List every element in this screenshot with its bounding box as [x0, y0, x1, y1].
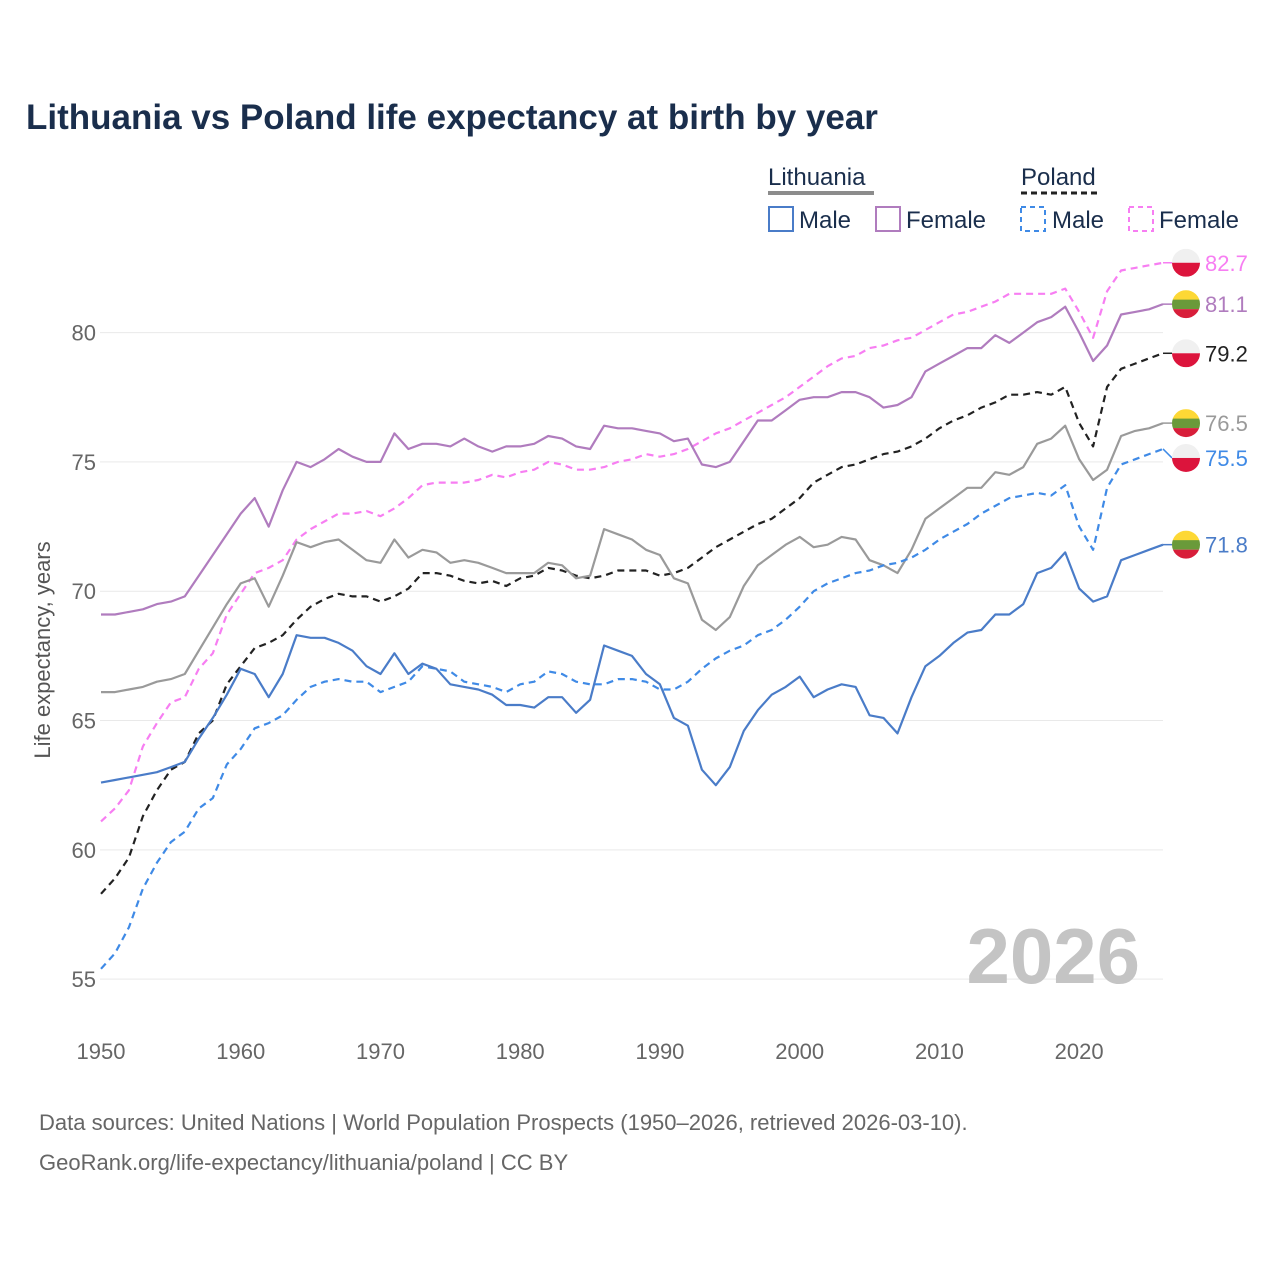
- legend-label-lithuania-male: Male: [799, 207, 851, 234]
- flag-stripe-red: [1172, 428, 1200, 438]
- gridlines: [100, 332, 1163, 980]
- end-value-label: 75.5: [1205, 446, 1248, 471]
- flag-stripe-white: [1172, 248, 1200, 263]
- series-line-poland-total: [100, 352, 1164, 895]
- chart-title: Lithuania vs Poland life expectancy at b…: [26, 98, 878, 137]
- y-tick-label: 80: [72, 321, 96, 346]
- poland-flag-icon: [1172, 339, 1200, 368]
- end-connector: [1162, 448, 1173, 459]
- source-line-1: Data sources: United Nations | World Pop…: [39, 1110, 968, 1135]
- poland-flag-icon: [1172, 443, 1200, 472]
- poland-flag-icon: [1172, 248, 1200, 277]
- end-labels: 82.7 81.1 79.2 76.5 75.5 71.8: [1162, 248, 1248, 559]
- y-tick-label: 55: [72, 967, 96, 992]
- legend-swatch-poland-female: [1128, 206, 1154, 232]
- y-axis-ticks: 55 60 65 70 75 80: [72, 321, 96, 993]
- series-line-lithuania-female: [101, 303, 1164, 616]
- x-tick-label: 2000: [775, 1039, 824, 1064]
- series-line-poland-male: [100, 447, 1164, 970]
- flag-stripe-red: [1172, 309, 1200, 319]
- flag-stripe-green: [1172, 418, 1200, 429]
- legend-label-lithuania-female: Female: [906, 207, 986, 234]
- flag-stripe-red: [1172, 549, 1200, 559]
- flag-stripe-red: [1172, 353, 1200, 368]
- x-tick-label: 2010: [915, 1039, 964, 1064]
- lithuania-flag-icon: [1172, 530, 1200, 559]
- legend: Lithuania Poland Male Female Male Female: [768, 164, 1239, 234]
- flag-stripe-red: [1172, 262, 1200, 277]
- y-tick-label: 60: [72, 838, 96, 863]
- lithuania-flag-icon: [1172, 409, 1200, 438]
- x-tick-label: 1990: [635, 1039, 684, 1064]
- flag-stripe-yellow: [1172, 409, 1200, 420]
- flag-stripe-yellow: [1172, 530, 1200, 541]
- end-value-label: 82.7: [1205, 251, 1248, 276]
- lithuania-flag-icon: [1172, 290, 1200, 319]
- x-tick-label: 2020: [1055, 1039, 1104, 1064]
- series-lines: [100, 261, 1164, 970]
- legend-label-poland-male: Male: [1052, 207, 1104, 234]
- end-value-label: 71.8: [1205, 533, 1248, 558]
- x-tick-label: 1970: [356, 1039, 405, 1064]
- flag-stripe-red: [1172, 457, 1200, 472]
- x-tick-label: 1950: [77, 1039, 126, 1064]
- legend-swatch-lithuania-male: [768, 206, 794, 232]
- legend-group-lithuania: Lithuania: [768, 164, 866, 191]
- series-line-lithuania-total: [101, 422, 1164, 694]
- y-tick-label: 75: [72, 450, 96, 475]
- source-line-2: GeoRank.org/life-expectancy/lithuania/po…: [39, 1150, 568, 1175]
- flag-stripe-white: [1172, 443, 1200, 458]
- flag-stripe-green: [1172, 299, 1200, 310]
- legend-swatch-lithuania-female: [875, 206, 901, 232]
- legend-swatch-poland-male: [1020, 206, 1046, 232]
- x-tick-label: 1980: [496, 1039, 545, 1064]
- end-value-label: 76.5: [1205, 411, 1248, 436]
- series-line-poland-female: [100, 261, 1164, 823]
- series-line-lithuania-male: [100, 543, 1164, 787]
- x-tick-label: 1960: [216, 1039, 265, 1064]
- flag-stripe-yellow: [1172, 290, 1200, 301]
- y-tick-label: 70: [72, 579, 96, 604]
- end-value-label: 81.1: [1205, 292, 1248, 317]
- flag-stripe-white: [1172, 339, 1200, 354]
- y-axis-label: Life expectancy, years: [30, 541, 55, 758]
- legend-label-poland-female: Female: [1159, 207, 1239, 234]
- x-axis-ticks: 1950 1960 1970 1980 1990 2000 2010 2020: [77, 1039, 1104, 1064]
- end-value-label: 79.2: [1205, 341, 1248, 366]
- legend-group-poland: Poland: [1021, 164, 1096, 191]
- current-year-watermark: 2026: [966, 912, 1140, 1000]
- flag-stripe-green: [1172, 540, 1200, 550]
- y-tick-label: 65: [72, 709, 96, 734]
